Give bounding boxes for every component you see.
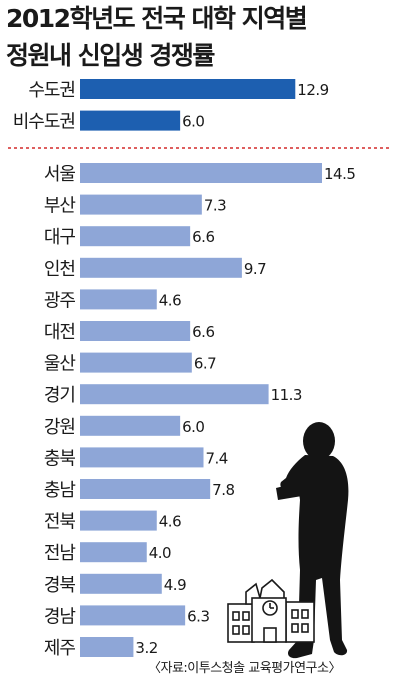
bar-광주 [80, 289, 157, 310]
bar-부산 [80, 194, 202, 215]
bars-layer: 수도권 12.9 비수도권 6.0 서울 14.5 부산 7.3 대구 6.6 인천 9.7 광주 4.6… [13, 79, 356, 659]
category-label: 전남 [44, 543, 76, 564]
category-label: 강원 [44, 417, 75, 438]
bar-대구 [80, 226, 191, 247]
category-label: 광주 [44, 290, 76, 311]
category-label: 제주 [44, 638, 76, 659]
category-label: 충남 [44, 480, 76, 501]
value-label: 7.3 [204, 197, 226, 215]
category-label: 비수도권 [13, 112, 75, 133]
bar-수도권 [80, 79, 296, 99]
bar-전남 [80, 542, 147, 563]
bar-경남 [80, 605, 186, 626]
category-label: 전북 [44, 512, 76, 533]
school-building-icon [227, 578, 315, 643]
value-label: 6.6 [192, 228, 214, 246]
bar-서울 [80, 163, 322, 183]
bar-제주 [80, 637, 134, 657]
value-label: 4.0 [149, 544, 171, 562]
value-label: 4.6 [159, 291, 181, 309]
value-label: 7.4 [206, 449, 228, 467]
value-label: 6.0 [182, 418, 204, 436]
category-label: 대전 [44, 322, 75, 343]
category-label: 경북 [44, 575, 76, 596]
value-label: 3.2 [135, 639, 157, 657]
value-label: 4.6 [159, 513, 181, 531]
value-label: 7.8 [212, 481, 234, 499]
value-label: 6.0 [182, 113, 204, 131]
chart-title: 2012학년도 전국 대학 지역별 [6, 4, 308, 33]
category-label: 대구 [44, 227, 76, 248]
bar-강원 [80, 415, 181, 436]
value-label: 14.5 [324, 165, 355, 183]
bar-경북 [80, 573, 162, 594]
value-label: 6.3 [187, 607, 209, 625]
bar-인천 [80, 257, 242, 278]
category-label: 서울 [44, 164, 76, 185]
category-label: 인천 [44, 259, 75, 280]
chart-subtitle: 정원내 신입생 경쟁률 [6, 41, 215, 70]
category-label: 수도권 [28, 80, 75, 101]
category-label: 충북 [44, 448, 76, 469]
bar-전북 [80, 510, 157, 531]
value-label: 12.9 [297, 81, 328, 99]
bar-대전 [80, 321, 191, 341]
value-label: 11.3 [271, 386, 302, 404]
bar-경기 [80, 384, 269, 405]
bar-충남 [80, 479, 211, 499]
bar-울산 [80, 352, 192, 373]
value-label: 4.9 [164, 576, 186, 594]
reading-person-silhouette-icon [276, 422, 349, 659]
category-label: 울산 [44, 354, 76, 375]
bar-비수도권 [80, 110, 181, 131]
category-label: 경기 [44, 385, 75, 406]
value-label: 6.6 [192, 323, 214, 341]
value-label: 9.7 [244, 260, 266, 278]
category-label: 부산 [44, 196, 76, 217]
category-label: 경남 [44, 606, 76, 627]
value-label: 6.7 [194, 355, 216, 373]
bar-충북 [80, 447, 204, 468]
source-note: 〈자료:이투스청솔 교육평가연구소〉 [148, 661, 341, 676]
